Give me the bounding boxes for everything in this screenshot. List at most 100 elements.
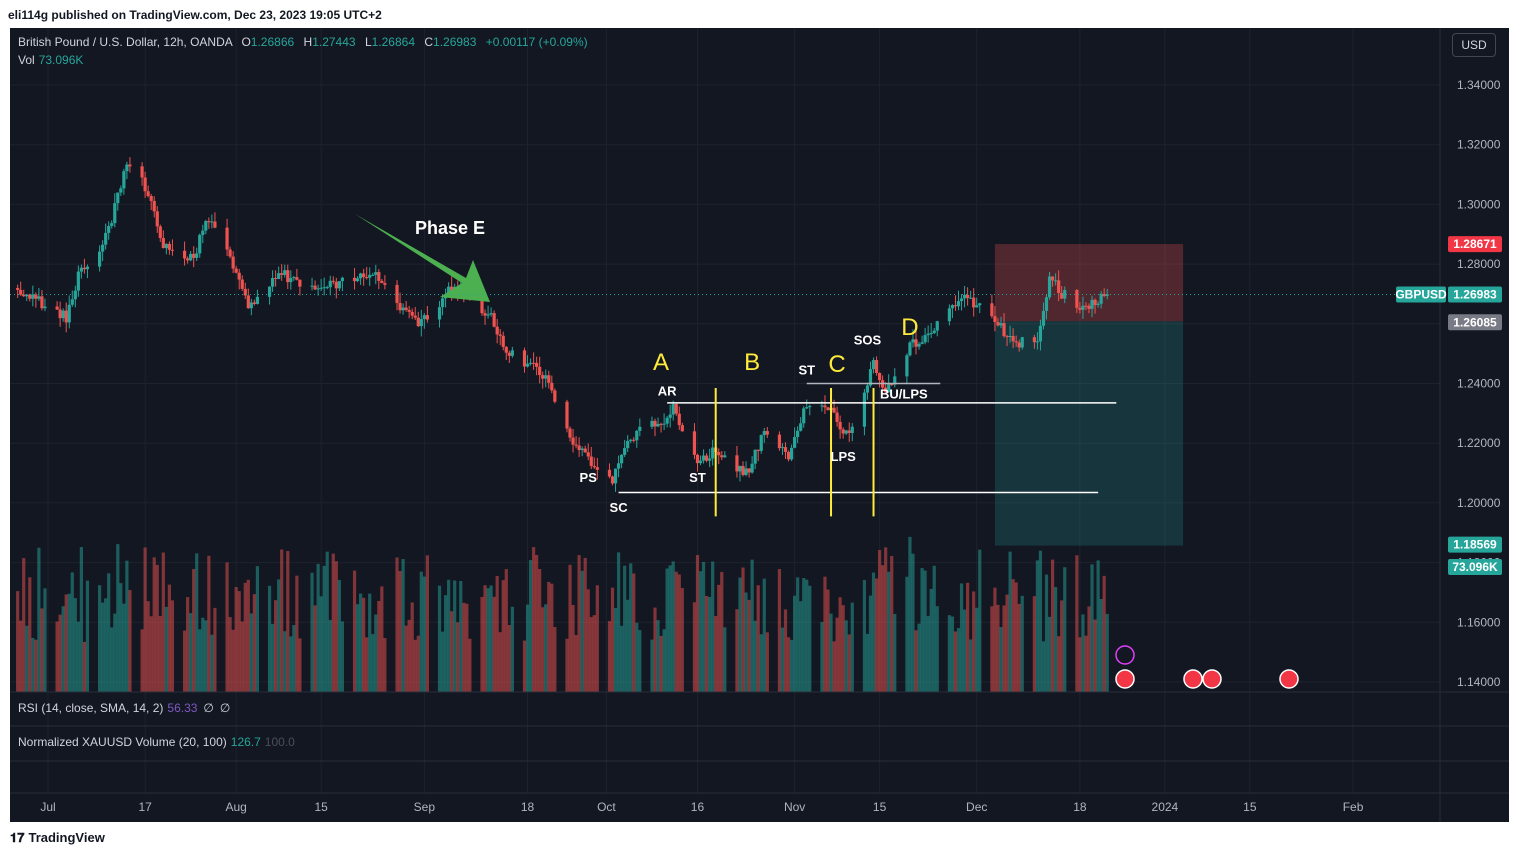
candle-body <box>359 273 363 279</box>
candle-body <box>574 444 578 446</box>
volume-bar <box>37 547 41 692</box>
candle-body <box>237 272 241 280</box>
volume-bar <box>1008 551 1012 692</box>
volume-bar <box>592 615 596 692</box>
x-tick-label: Feb <box>1343 800 1364 814</box>
candle-body <box>207 221 211 223</box>
candle-body <box>990 303 994 317</box>
candle-body <box>893 376 897 385</box>
volume-bar <box>104 598 108 692</box>
candle-body <box>962 294 967 299</box>
candle-body <box>61 310 65 319</box>
volume-bar <box>653 607 657 692</box>
volume-bar <box>322 565 326 692</box>
volume-bar <box>340 621 344 692</box>
volume-bar <box>79 547 83 692</box>
volume-bar <box>486 588 490 692</box>
candle-body <box>437 307 442 320</box>
stop-price-badge: 1.28671 <box>1453 237 1497 251</box>
volume-bar <box>629 563 633 692</box>
candle-body <box>620 454 624 464</box>
candle-body <box>959 298 964 302</box>
candle-body <box>677 413 681 426</box>
candle-body <box>85 266 90 270</box>
candle-body <box>975 305 979 308</box>
volume-bar <box>425 555 429 692</box>
volume-bar <box>292 624 296 692</box>
volume-bar <box>195 553 199 692</box>
candle-body <box>874 360 879 373</box>
volume-bar <box>25 625 29 692</box>
volume-bar <box>437 585 442 692</box>
candle-body <box>355 278 360 282</box>
candle-body <box>908 342 912 356</box>
candle-body <box>1005 336 1009 338</box>
volume-bar <box>765 632 769 692</box>
stop-price-badge-bg <box>1448 236 1502 253</box>
candle-body <box>504 346 508 353</box>
candle-body <box>164 243 168 249</box>
candle-body <box>143 177 147 192</box>
candle-body <box>805 407 809 409</box>
event-label: PS <box>580 470 598 485</box>
volume-bar <box>935 606 939 692</box>
candle-body <box>635 430 639 441</box>
volume-bar <box>701 561 706 692</box>
volume-bar <box>113 613 117 692</box>
candle-body <box>926 333 930 336</box>
volume-bar <box>577 555 581 692</box>
volume-bar <box>255 566 260 692</box>
currency-button[interactable]: USD <box>1452 33 1496 57</box>
candle-body <box>659 423 663 425</box>
volume-bar <box>565 638 569 692</box>
candle-body <box>225 227 229 250</box>
volume-bar <box>1078 637 1082 692</box>
candle-body <box>1050 276 1055 281</box>
volume-bar <box>161 552 165 692</box>
candle-body <box>759 435 763 451</box>
candle-body <box>917 343 921 347</box>
candle-body <box>492 313 496 327</box>
symbol-badge: GBPUSD <box>1395 287 1447 301</box>
volume-bar <box>22 558 26 692</box>
y-tick-label: 1.34000 <box>1457 78 1501 92</box>
volume-bar <box>371 634 375 692</box>
volume-bar <box>887 571 891 692</box>
candle-body <box>210 221 214 223</box>
volume-bar <box>962 609 967 692</box>
volume-bar <box>355 604 360 692</box>
candle-body <box>577 445 581 450</box>
candle-body <box>1078 307 1082 310</box>
volume-bar <box>101 602 105 692</box>
candle-body <box>717 451 721 456</box>
volume-bar <box>1020 595 1024 692</box>
candle-body <box>182 250 187 259</box>
candle-body <box>380 280 384 284</box>
open-value: 1.26866 <box>250 35 295 49</box>
volume-bar <box>677 574 681 692</box>
volume-bar <box>1035 560 1040 692</box>
candle-body <box>249 302 253 309</box>
candle-body <box>16 287 20 290</box>
candle-body <box>489 313 493 315</box>
volume-bar <box>407 619 411 692</box>
candle-body <box>1038 325 1043 342</box>
volume-bar <box>993 587 997 692</box>
candle-body <box>228 249 232 257</box>
candle-body <box>550 382 554 391</box>
candle-body <box>862 392 867 427</box>
volume-bar <box>1087 606 1091 692</box>
candle-body <box>362 273 366 278</box>
volume-bar <box>969 639 973 692</box>
volume-bar <box>398 571 402 692</box>
candle-body <box>1035 341 1040 343</box>
candle-body <box>316 288 320 290</box>
candle-body <box>887 384 891 393</box>
volume-bar <box>58 614 62 692</box>
candle-body <box>662 423 666 425</box>
candle-body <box>847 430 851 433</box>
volume-bar <box>783 609 788 692</box>
candle-body <box>786 451 791 460</box>
candle-body <box>270 278 275 287</box>
